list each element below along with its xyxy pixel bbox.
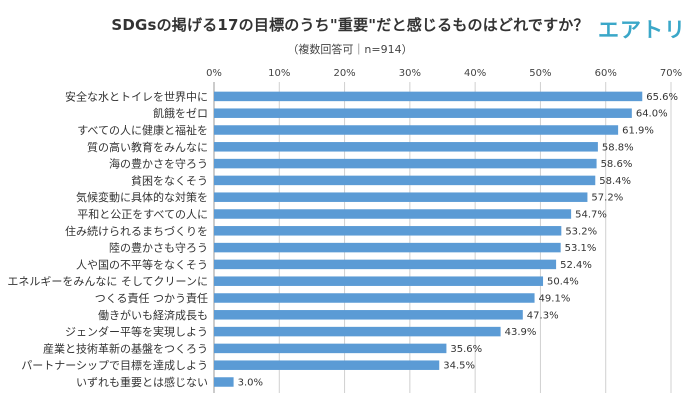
data-label: 50.4% (547, 277, 579, 288)
category-label: つくる責任 つかう責任 (95, 291, 208, 305)
category-label: 質の高い教育をみんなに (87, 140, 208, 154)
bar (214, 326, 501, 337)
data-label: 34.5% (443, 361, 475, 372)
bar (214, 242, 561, 253)
x-tick-label: 60% (595, 68, 617, 79)
bar (214, 209, 572, 219)
category-label: ジェンダー平等を実現しよう (65, 325, 208, 339)
category-label: 平和と公正をすべての人に (77, 208, 208, 221)
bar (214, 293, 535, 303)
data-label: 53.2% (565, 226, 597, 237)
bar (214, 226, 562, 236)
data-label: 43.9% (505, 327, 537, 338)
category-label: 気候変動に具体的な対策を (76, 190, 208, 204)
data-label: 47.3% (527, 310, 559, 321)
data-label: 58.4% (599, 176, 631, 187)
category-label: 産業と技術革新の基盤をつくろう (43, 341, 208, 355)
bar (214, 259, 557, 270)
category-label: すべての人に健康と福祉を (77, 123, 208, 137)
data-label: 53.1% (565, 243, 597, 254)
data-label: 49.1% (539, 294, 571, 305)
data-label: 64.0% (636, 109, 668, 120)
bar (214, 377, 234, 387)
x-tick-label: 40% (464, 68, 486, 79)
bar (214, 142, 598, 152)
category-label: 働きがいも経済成長も (98, 308, 208, 322)
category-label: 海の豊かさを守ろう (109, 157, 208, 171)
bar (214, 310, 523, 320)
category-label: 貧困をなくそう (131, 174, 208, 187)
chart-subtitle: （複数回答可｜n=914） (287, 43, 413, 56)
category-label: 陸の豊かさも守ろう (109, 241, 208, 255)
x-tick-label: 50% (529, 68, 551, 79)
category-label: いずれも重要とは感じない (76, 375, 208, 389)
bar (214, 108, 632, 118)
bar (214, 192, 588, 202)
category-label: エネルギーをみんなに そしてクリーンに (7, 275, 208, 288)
x-tick-label: 30% (399, 68, 421, 79)
brand-logo: エアトリ (598, 18, 686, 42)
x-tick-label: 0% (206, 68, 222, 79)
bar (214, 125, 619, 135)
data-label: 3.0% (238, 378, 263, 389)
x-tick-label: 20% (333, 68, 355, 79)
category-label: 安全な水とトイレを世界中に (65, 89, 208, 103)
data-label: 54.7% (575, 210, 607, 221)
category-label: 飢餓をゼロ (153, 106, 208, 120)
category-label: パートナーシップで目標を達成しよう (21, 358, 208, 372)
category-label: 住み続けられるまちづくりを (65, 224, 208, 238)
data-label: 61.9% (622, 126, 654, 137)
bar (214, 91, 643, 102)
data-label: 65.6% (646, 92, 678, 103)
x-tick-label: 10% (268, 68, 290, 79)
bar (214, 276, 544, 286)
data-label: 58.8% (602, 142, 634, 153)
category-label: 人や国の不平等をなくそう (76, 257, 208, 271)
chart-title: SDGsの掲げる17の目標のうち"重要"だと感じるものはどれですか？ (111, 16, 589, 34)
bar (214, 343, 447, 354)
data-label: 52.4% (560, 260, 592, 271)
x-tick-label: 70% (660, 68, 682, 79)
bar (214, 360, 440, 370)
bar (214, 175, 596, 186)
data-label: 58.6% (601, 159, 633, 170)
data-label: 57.2% (591, 193, 623, 204)
bar (214, 158, 597, 169)
data-label: 35.6% (450, 344, 482, 355)
